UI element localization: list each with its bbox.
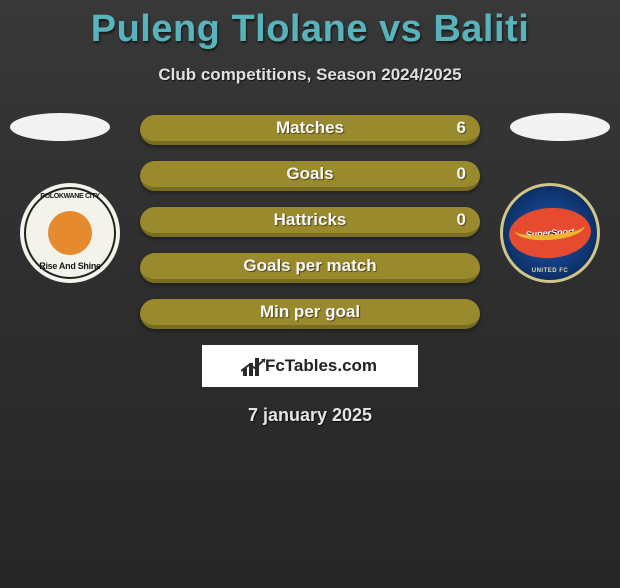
stat-label: Goals per match <box>243 256 376 276</box>
stat-row-min-per-goal: Min per goal <box>140 299 480 329</box>
stat-row-goals: Goals 0 <box>140 161 480 191</box>
club-badge-right: SuperSport UNITED FC <box>500 183 600 283</box>
page-subtitle: Club competitions, Season 2024/2025 <box>0 65 620 85</box>
stat-label: Hattricks <box>274 210 347 230</box>
stats-bars: Matches 6 Goals 0 Hattricks 0 Goals per … <box>140 113 480 329</box>
page-title: Puleng Tlolane vs Baliti <box>0 8 620 51</box>
stat-label: Min per goal <box>260 302 360 322</box>
stat-label: Matches <box>276 118 344 138</box>
branding-box: FcTables.com <box>202 345 418 387</box>
bar-chart-icon <box>243 356 259 376</box>
stat-row-matches: Matches 6 <box>140 115 480 145</box>
snapshot-date: 7 january 2025 <box>0 405 620 426</box>
stat-value-right: 0 <box>457 164 466 184</box>
club-right-swoosh-icon <box>514 214 586 243</box>
player-right-avatar-placeholder <box>510 113 610 141</box>
club-left-crest-icon <box>48 211 92 255</box>
comparison-panel: POLOKWANE CITY Rise And Shine SuperSport… <box>0 113 620 426</box>
club-left-name: POLOKWANE CITY <box>26 193 114 200</box>
stat-label: Goals <box>286 164 333 184</box>
stat-value-right: 6 <box>457 118 466 138</box>
stat-row-goals-per-match: Goals per match <box>140 253 480 283</box>
club-left-motto: Rise And Shine <box>26 261 114 271</box>
branding-text: FcTables.com <box>265 356 377 376</box>
stat-value-right: 0 <box>457 210 466 230</box>
stat-row-hattricks: Hattricks 0 <box>140 207 480 237</box>
player-left-avatar-placeholder <box>10 113 110 141</box>
club-badge-left: POLOKWANE CITY Rise And Shine <box>20 183 120 283</box>
club-right-subname: UNITED FC <box>503 268 597 274</box>
